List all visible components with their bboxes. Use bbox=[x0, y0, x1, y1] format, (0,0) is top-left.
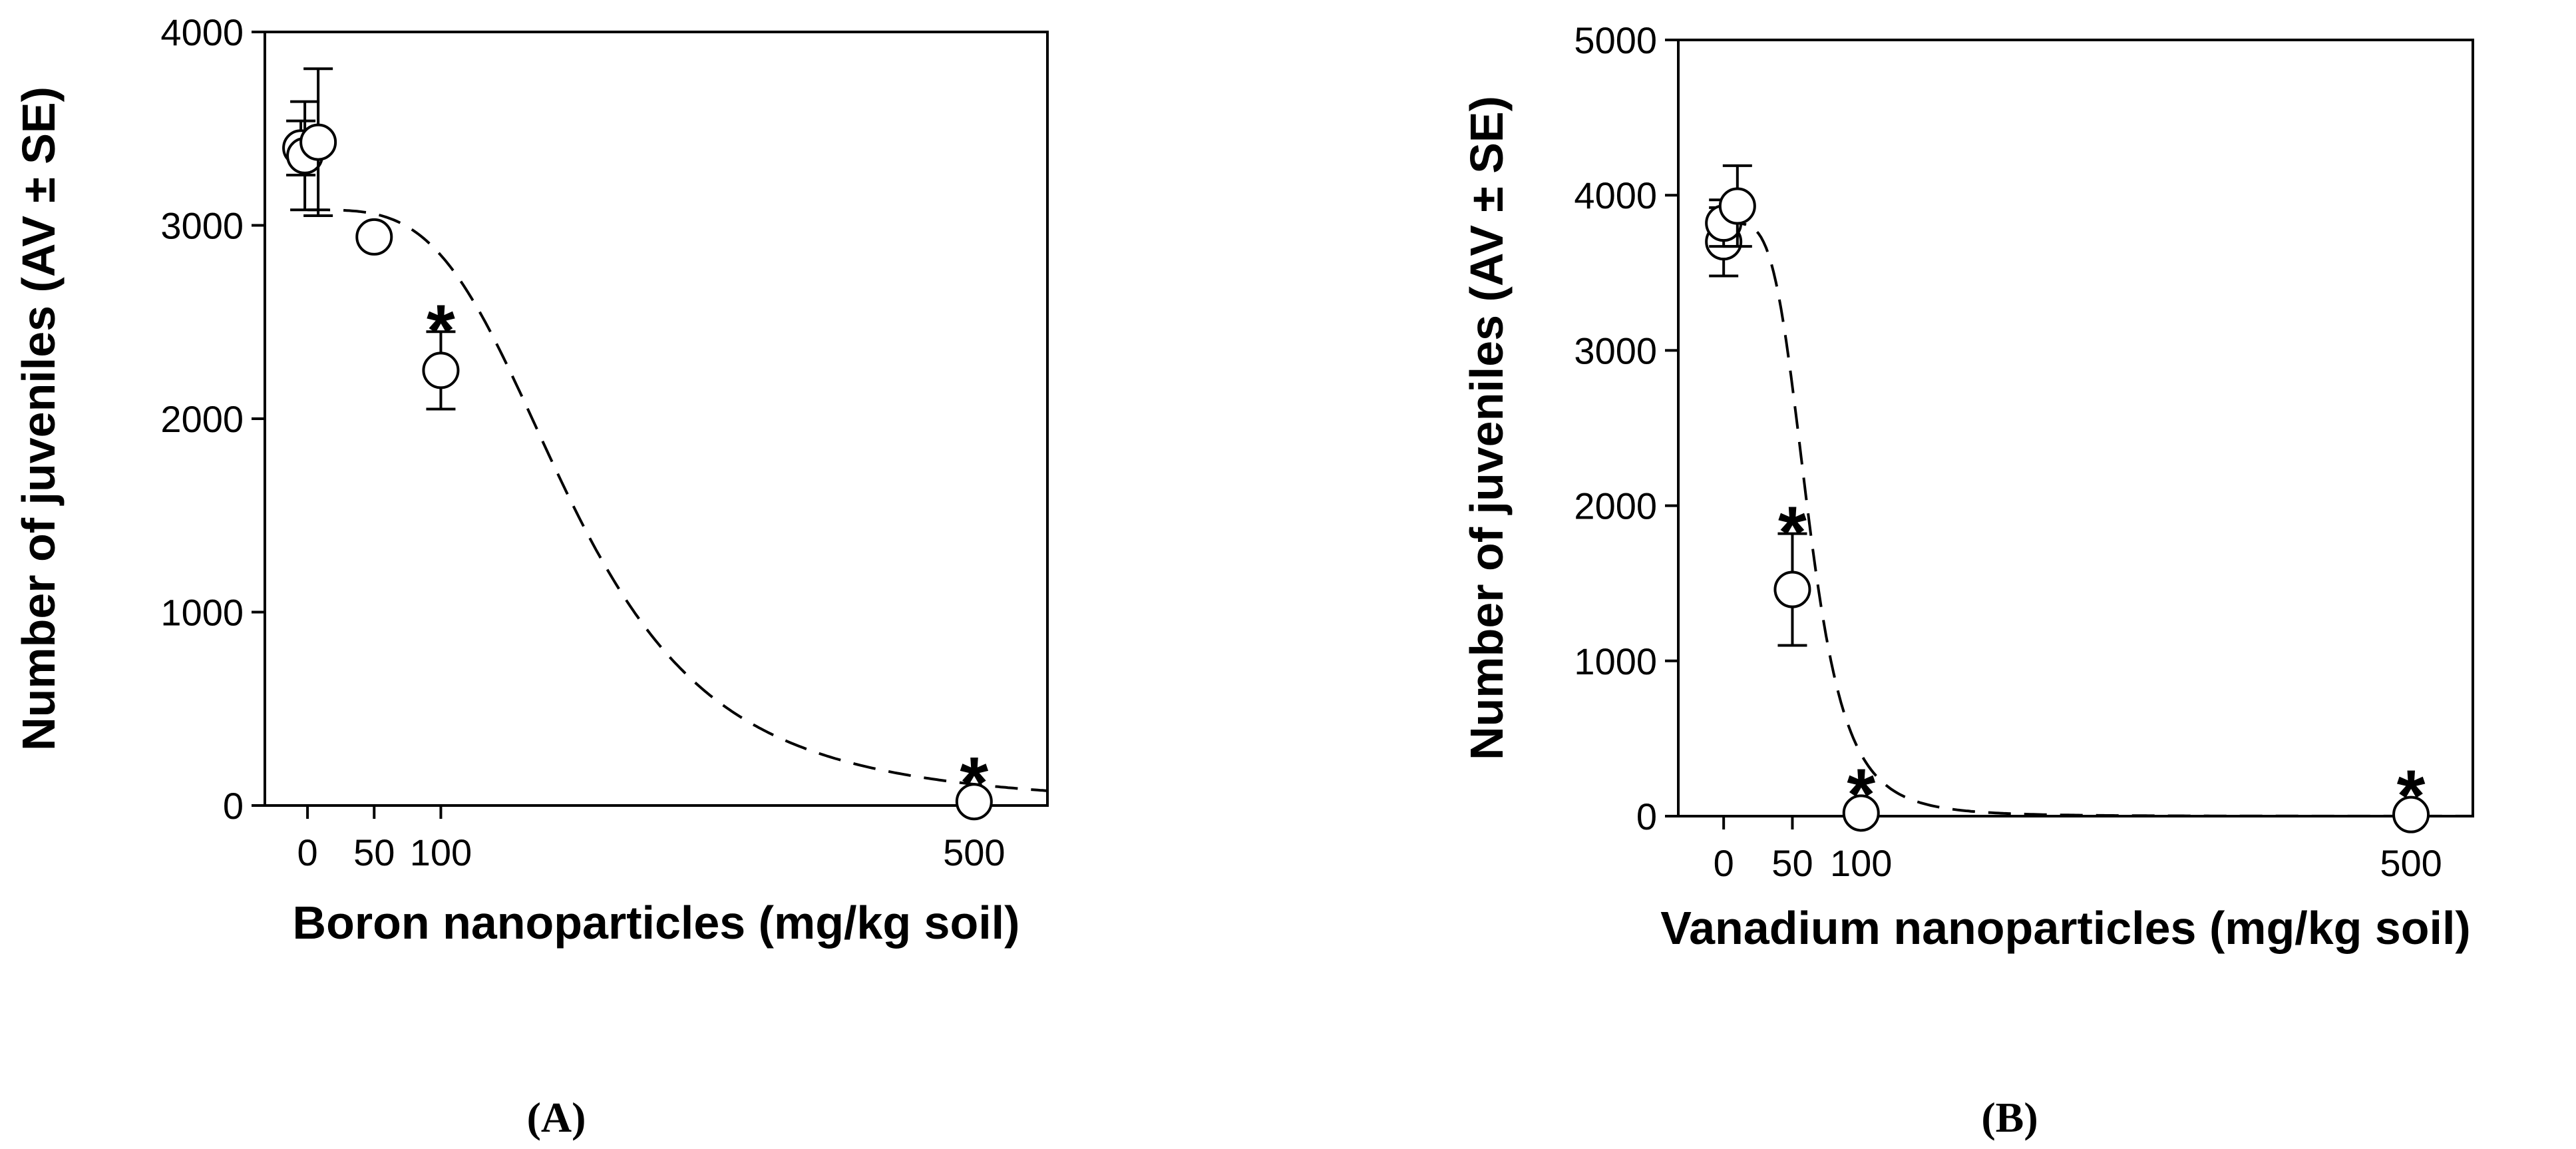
y-axis-ticks: 0 1000 2000 3000 4000 bbox=[160, 11, 265, 827]
data-marker bbox=[355, 218, 393, 256]
data-point: * bbox=[955, 742, 993, 824]
data-point: * bbox=[2392, 756, 2430, 837]
x-axis-title: Vanadium nanoparticles (mg/kg soil) bbox=[1660, 902, 2470, 954]
data-points: ** bbox=[282, 67, 993, 824]
y-tick-label: 5000 bbox=[1574, 19, 1657, 61]
x-tick-label: 100 bbox=[410, 831, 472, 873]
x-axis-ticks: 0 50 100 500 bbox=[1714, 816, 2442, 884]
plot-frame bbox=[264, 31, 1049, 807]
x-tick-label: 0 bbox=[1714, 842, 1734, 884]
y-tick-label: 0 bbox=[1636, 796, 1657, 837]
fit-curve bbox=[1724, 222, 2473, 817]
data-marker bbox=[1842, 794, 1880, 832]
x-tick-label: 50 bbox=[1771, 842, 1813, 884]
data-point bbox=[1718, 164, 1756, 248]
x-tick-label: 500 bbox=[2380, 842, 2442, 884]
significance-star: * bbox=[1847, 754, 1875, 835]
data-marker bbox=[1718, 187, 1756, 225]
y-tick-label: 3000 bbox=[160, 205, 244, 247]
y-tick-label: 3000 bbox=[1574, 330, 1657, 371]
data-marker bbox=[1773, 571, 1811, 608]
data-point: * bbox=[422, 290, 460, 411]
y-axis-ticks: 0 1000 2000 3000 4000 5000 bbox=[1574, 19, 1678, 837]
fit-curve-group bbox=[1724, 222, 2473, 817]
data-point bbox=[355, 218, 393, 256]
panel-label: (B) bbox=[1981, 1094, 2038, 1141]
x-tick-label: 100 bbox=[1830, 842, 1892, 884]
y-tick-label: 0 bbox=[223, 785, 244, 827]
data-marker bbox=[955, 783, 993, 821]
fit-curve-group bbox=[307, 208, 1048, 792]
y-tick-label: 1000 bbox=[160, 592, 244, 634]
y-axis-title: Number of juveniles (AV ± SE) bbox=[13, 87, 65, 751]
y-tick-label: 2000 bbox=[1574, 485, 1657, 527]
data-marker bbox=[422, 351, 460, 389]
y-tick-label: 2000 bbox=[160, 398, 244, 440]
data-points: * * * bbox=[1705, 164, 2430, 837]
fit-curve bbox=[307, 208, 1048, 792]
significance-star: * bbox=[2397, 756, 2426, 837]
data-marker bbox=[299, 123, 337, 161]
x-axis-title: Boron nanoparticles (mg/kg soil) bbox=[293, 897, 1020, 949]
x-tick-label: 50 bbox=[353, 831, 395, 873]
significance-star: * bbox=[960, 742, 988, 824]
data-point: * bbox=[1842, 754, 1880, 835]
panel-label: (A) bbox=[527, 1094, 586, 1141]
significance-star: * bbox=[427, 290, 455, 371]
data-point bbox=[299, 67, 337, 217]
y-axis-title: Number of juveniles (AV ± SE) bbox=[1461, 96, 1513, 760]
x-tick-label: 500 bbox=[943, 831, 1005, 873]
data-point: * bbox=[1773, 492, 1811, 647]
x-tick-label: 0 bbox=[297, 831, 318, 873]
x-axis-ticks: 0 50 100 500 bbox=[297, 805, 1006, 873]
data-marker bbox=[2392, 796, 2430, 833]
y-tick-label: 4000 bbox=[160, 11, 244, 53]
significance-star: * bbox=[1778, 492, 1807, 574]
chart-panel-b: 0 1000 2000 3000 4000 5000 0 50 100 500 * * * Vana… bbox=[1461, 19, 2474, 1141]
y-tick-label: 1000 bbox=[1574, 640, 1657, 682]
y-tick-label: 4000 bbox=[1574, 174, 1657, 216]
